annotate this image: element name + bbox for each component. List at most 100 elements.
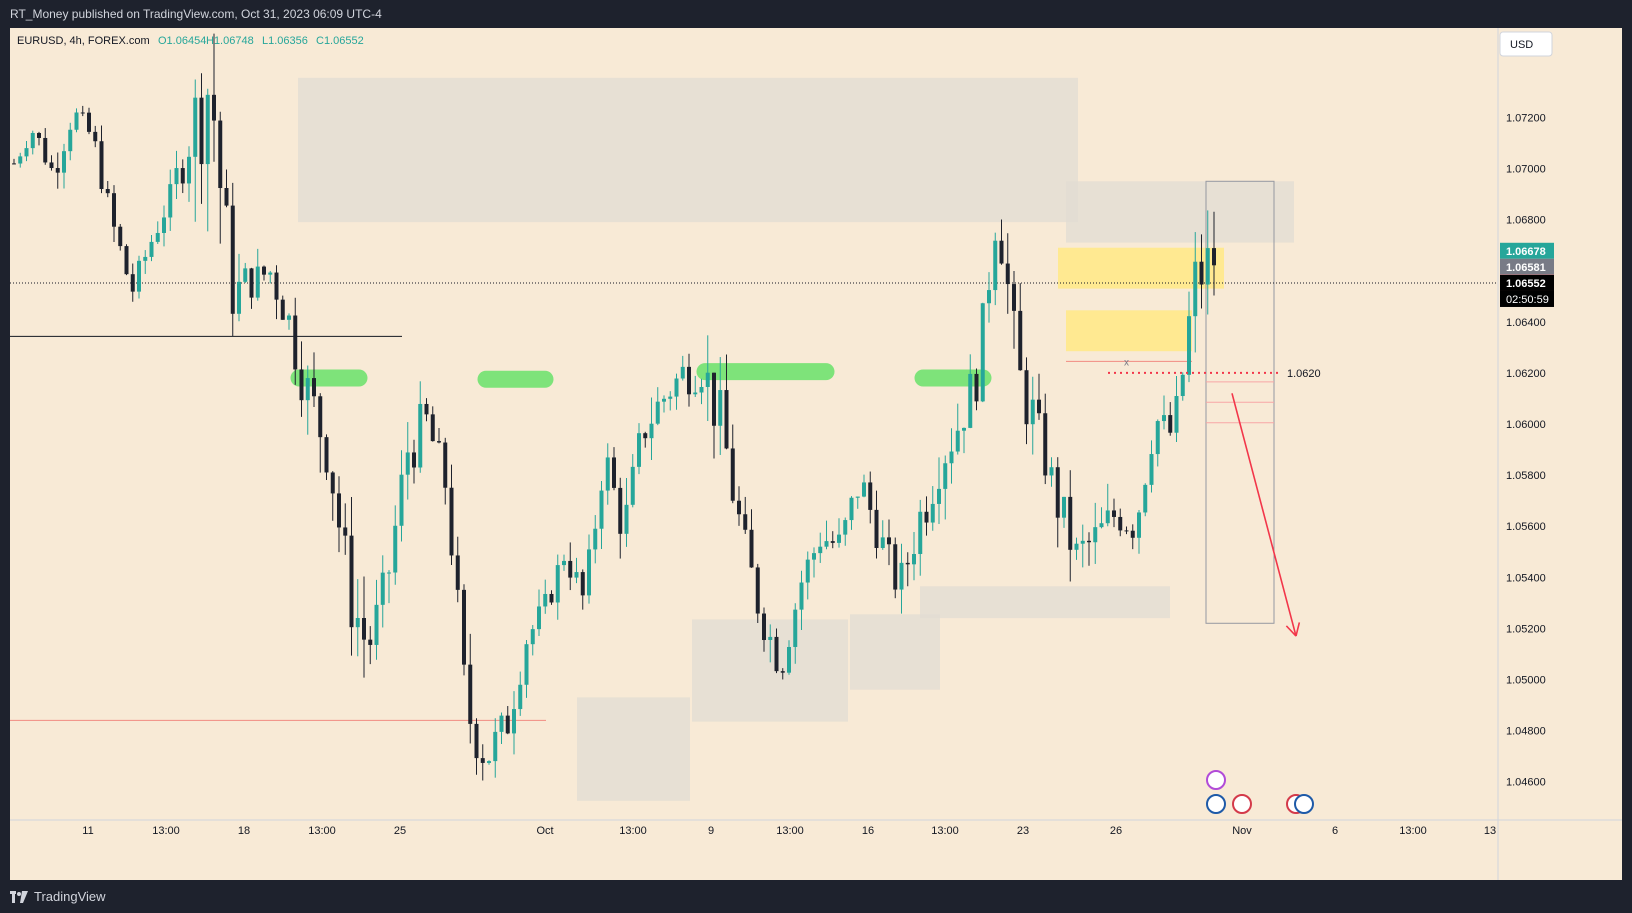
candle <box>1080 524 1085 568</box>
order-block-zone[interactable] <box>1066 310 1192 352</box>
candle <box>593 515 598 564</box>
candle <box>324 434 329 480</box>
candle <box>187 146 191 202</box>
candle <box>624 477 629 547</box>
y-tick-label: 1.05000 <box>1506 674 1546 686</box>
candle <box>1143 483 1148 517</box>
supply-demand-zone[interactable] <box>577 697 690 801</box>
y-tick-label: 1.05800 <box>1506 470 1546 482</box>
currency-label: USD <box>1510 39 1533 51</box>
bearish-arrow-head <box>1295 622 1301 637</box>
candle <box>12 158 16 165</box>
candle <box>899 543 904 614</box>
price-label-text: 1.06552 <box>1506 278 1546 290</box>
candle <box>562 554 566 571</box>
candle <box>205 88 210 232</box>
candle <box>612 447 616 491</box>
economic-event-icon[interactable] <box>1294 794 1314 814</box>
candle <box>1055 457 1060 548</box>
candle <box>343 503 348 555</box>
bearish-arrow[interactable] <box>1231 393 1297 637</box>
supply-demand-zone[interactable] <box>920 586 1170 619</box>
price-axis[interactable] <box>1498 28 1622 880</box>
candle <box>905 552 910 587</box>
candle <box>162 205 166 247</box>
event-icon[interactable] <box>1206 770 1226 790</box>
x-tick-label: Oct <box>536 825 553 837</box>
candle <box>1130 524 1135 550</box>
candle <box>1068 470 1073 582</box>
candle <box>930 486 935 531</box>
supply-demand-zone[interactable] <box>1066 181 1294 243</box>
candle <box>337 476 341 553</box>
candle <box>818 532 823 563</box>
candle <box>887 519 891 566</box>
candle <box>349 497 354 656</box>
candle <box>499 712 504 745</box>
candle <box>893 537 898 599</box>
candle <box>1012 271 1016 349</box>
candle <box>587 534 591 604</box>
candle <box>999 219 1004 265</box>
x-tick-label: 18 <box>238 825 250 837</box>
candle <box>862 474 866 498</box>
candle <box>687 353 691 407</box>
order-block-zone[interactable] <box>1058 247 1224 289</box>
candle <box>412 439 416 484</box>
candle <box>618 477 623 559</box>
candle <box>199 73 204 204</box>
candle <box>855 496 860 509</box>
supply-demand-zone[interactable] <box>298 77 1078 223</box>
candlestick-chart[interactable]: x 1.0620 1.07200 1.07000 1.06800 1.06400 1.0… <box>10 28 1622 880</box>
us-flag-icon[interactable] <box>1232 794 1252 814</box>
candle <box>1155 419 1160 467</box>
candle <box>74 108 79 133</box>
chart-area[interactable]: x 1.0620 1.07200 1.07000 1.06800 1.06400 1.0… <box>10 28 1622 880</box>
candle <box>168 169 173 231</box>
candle <box>299 341 304 417</box>
bearish-arrow-head <box>1285 625 1297 637</box>
candle <box>693 375 698 397</box>
candle <box>962 427 966 454</box>
candle <box>937 457 941 524</box>
candle <box>737 486 741 526</box>
candle <box>293 297 298 385</box>
candle <box>1199 234 1204 309</box>
candle <box>912 531 916 581</box>
candle <box>112 185 116 242</box>
candle <box>474 718 479 775</box>
candle <box>755 563 760 623</box>
x-tick-label: 23 <box>1017 825 1029 837</box>
candle <box>805 551 810 600</box>
economic-event-icon[interactable] <box>1206 794 1226 814</box>
candle <box>718 357 723 455</box>
x-tick-label: 13 <box>1484 825 1496 837</box>
x-tick-label: 9 <box>708 825 714 837</box>
candle <box>99 125 104 194</box>
candle <box>355 579 360 657</box>
symbol-label[interactable]: EURUSD, 4h, FOREX.com <box>17 35 150 47</box>
candle <box>874 490 879 559</box>
candle <box>1030 376 1035 455</box>
candle <box>374 579 379 660</box>
x-tick-label: 16 <box>862 825 874 837</box>
candle <box>1174 376 1179 443</box>
candle <box>1212 211 1216 296</box>
tradingview-logo[interactable]: TradingView <box>10 889 106 904</box>
candle <box>218 111 223 244</box>
currency-button[interactable]: USD <box>1499 31 1553 57</box>
candle <box>105 181 110 198</box>
candle <box>799 570 804 630</box>
candle <box>480 744 485 781</box>
candle <box>287 313 291 330</box>
candle <box>649 397 654 461</box>
candle <box>680 355 685 381</box>
candle <box>137 255 141 299</box>
candle <box>1187 291 1191 383</box>
y-tick-label: 1.06000 <box>1506 419 1546 431</box>
countdown-badge <box>1500 290 1554 307</box>
candle <box>1043 393 1048 485</box>
candle <box>237 253 241 322</box>
supply-demand-zone[interactable] <box>850 614 940 690</box>
y-tick-label: 1.06200 <box>1506 368 1546 380</box>
